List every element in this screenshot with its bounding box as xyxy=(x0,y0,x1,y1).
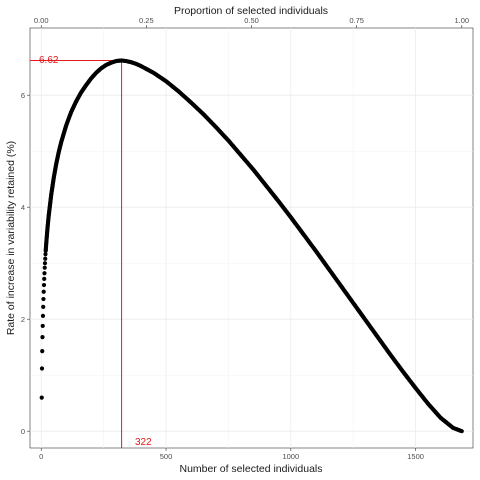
data-point xyxy=(41,304,46,309)
data-point xyxy=(41,282,47,288)
y-tick-label: 6 xyxy=(21,91,25,100)
annotation-lines xyxy=(30,59,123,448)
x2-tick-label: 0.25 xyxy=(139,16,154,25)
data-point xyxy=(41,289,46,294)
axis-ticks: 0 500 1000 1500 0 2 4 6 0.00 0.25 0.50 0.75 1.00 xyxy=(21,16,469,461)
data-point xyxy=(39,366,45,371)
data-point xyxy=(41,296,46,302)
data-point xyxy=(39,395,44,400)
y-tick-label: 2 xyxy=(21,315,25,324)
x2-tick-label: 0.75 xyxy=(349,16,364,25)
data-point xyxy=(458,428,463,433)
data-point xyxy=(42,276,47,281)
data-point xyxy=(40,323,45,329)
data-point xyxy=(43,252,48,257)
x-tick-label: 0 xyxy=(39,452,43,461)
data-point xyxy=(42,261,48,266)
y-tick-label: 0 xyxy=(21,427,25,436)
data-point xyxy=(42,265,47,270)
data-point xyxy=(43,256,48,261)
y-axis-title: Rate of increase in variability retained… xyxy=(5,141,17,335)
data-point xyxy=(40,335,45,340)
x2-axis-title: Proportion of selected individuals xyxy=(174,5,328,17)
grid-layer xyxy=(30,28,473,448)
x2-tick-label: 1.00 xyxy=(454,16,469,25)
data-point xyxy=(42,271,47,276)
argmax-label: 322 xyxy=(135,437,152,448)
x2-tick-label: 0.00 xyxy=(34,16,49,25)
y-tick-label: 4 xyxy=(21,203,25,212)
x-tick-label: 1000 xyxy=(282,452,299,461)
data-point xyxy=(40,349,45,354)
data-points xyxy=(39,58,464,434)
panel-background xyxy=(29,27,474,449)
max-value-label: 6.62 xyxy=(39,55,59,66)
x-tick-label: 1500 xyxy=(407,452,424,461)
x-axis-title: Number of selected individuals xyxy=(180,463,323,475)
x2-tick-label: 0.50 xyxy=(244,16,259,25)
x-tick-label: 500 xyxy=(160,452,173,461)
data-point xyxy=(40,313,46,318)
